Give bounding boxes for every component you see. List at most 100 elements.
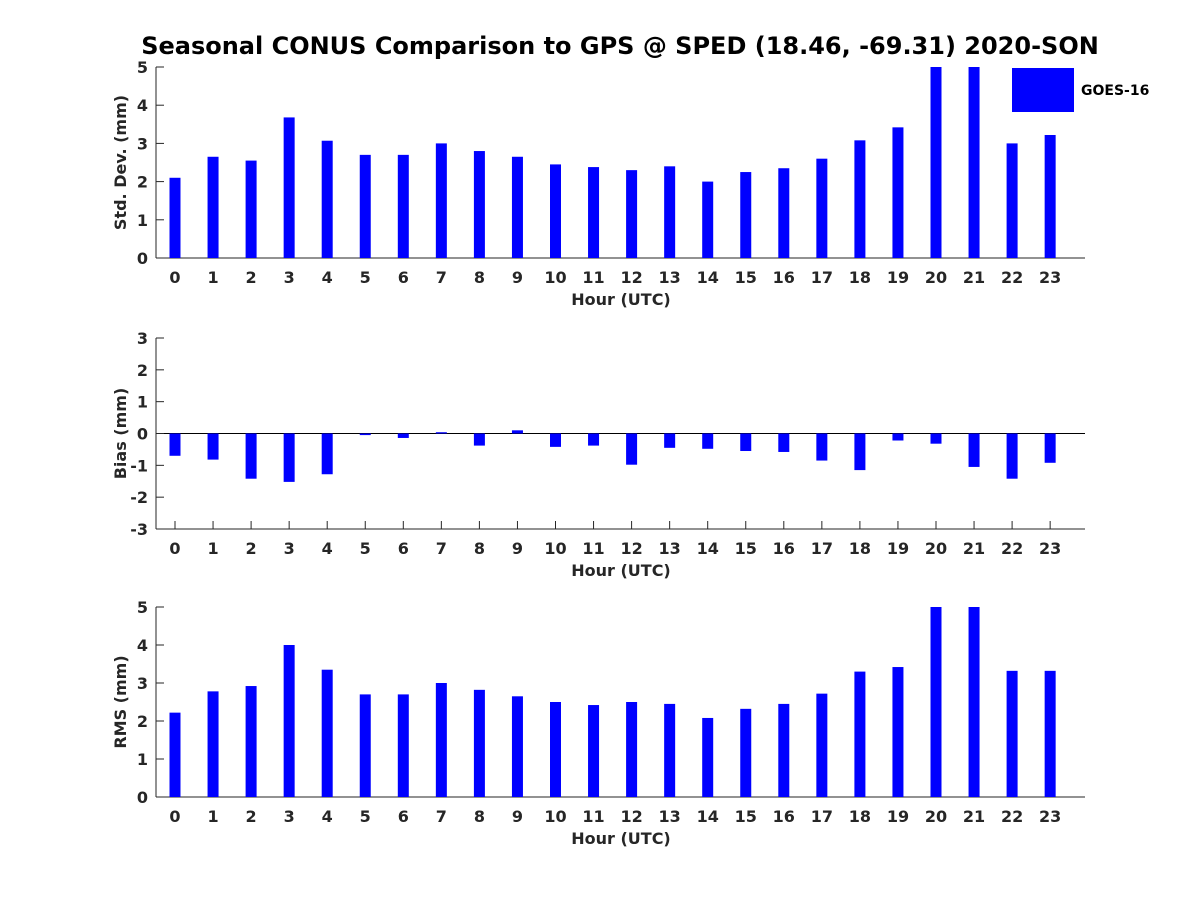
x-tick-label: 20 <box>925 539 947 558</box>
y-tick-label: 3 <box>137 329 148 348</box>
bar <box>397 433 409 438</box>
x-tick-label: 10 <box>544 539 566 558</box>
x-tick-label: 17 <box>811 268 833 287</box>
bar <box>435 683 447 797</box>
y-tick-label: -1 <box>130 456 148 475</box>
y-tick-label: 4 <box>137 636 148 655</box>
x-tick-label: 22 <box>1001 268 1023 287</box>
x-axis-label: Hour (UTC) <box>571 561 671 580</box>
bar <box>854 671 866 797</box>
x-tick-label: 17 <box>811 539 833 558</box>
x-tick-label: 19 <box>887 539 909 558</box>
bar <box>473 151 485 258</box>
x-tick-label: 12 <box>620 807 642 826</box>
bar <box>245 160 257 258</box>
bar <box>511 156 523 258</box>
x-tick-label: 23 <box>1039 268 1061 287</box>
y-tick-label: 0 <box>137 788 148 807</box>
bar <box>169 177 181 258</box>
x-tick-label: 23 <box>1039 539 1061 558</box>
y-tick-label: -2 <box>130 488 148 507</box>
x-tick-label: 5 <box>360 539 371 558</box>
bar <box>968 67 980 258</box>
bar <box>816 693 828 797</box>
x-tick-label: 4 <box>322 268 333 287</box>
bar <box>930 433 942 444</box>
bar <box>1044 433 1056 463</box>
x-tick-label: 7 <box>436 807 447 826</box>
bar <box>740 433 752 452</box>
x-tick-label: 14 <box>697 807 719 826</box>
bar <box>968 433 980 467</box>
x-tick-label: 18 <box>849 539 871 558</box>
bar <box>1044 670 1056 797</box>
x-tick-label: 21 <box>963 807 985 826</box>
y-tick-label: 0 <box>137 425 148 444</box>
bar <box>245 433 257 479</box>
bar <box>283 433 295 482</box>
x-tick-label: 11 <box>582 539 604 558</box>
bar <box>892 127 904 258</box>
bar <box>702 433 714 449</box>
x-tick-label: 20 <box>925 807 947 826</box>
x-tick-label: 18 <box>849 807 871 826</box>
x-tick-label: 12 <box>620 268 642 287</box>
bar <box>778 433 790 452</box>
bar <box>435 432 447 434</box>
x-tick-label: 6 <box>398 539 409 558</box>
x-tick-label: 2 <box>246 807 257 826</box>
x-tick-label: 22 <box>1001 539 1023 558</box>
x-tick-label: 0 <box>169 268 180 287</box>
bar <box>207 691 219 797</box>
bar <box>968 607 980 797</box>
x-tick-label: 18 <box>849 268 871 287</box>
x-tick-label: 3 <box>284 268 295 287</box>
bar <box>283 645 295 797</box>
x-tick-label: 4 <box>322 539 333 558</box>
bar <box>359 154 371 258</box>
y-axis-label: Std. Dev. (mm) <box>111 95 130 230</box>
y-axis-label: RMS (mm) <box>111 655 130 748</box>
bar <box>283 117 295 258</box>
bar <box>359 433 371 436</box>
y-tick-label: 3 <box>137 134 148 153</box>
x-tick-label: 1 <box>207 268 218 287</box>
x-tick-label: 0 <box>169 807 180 826</box>
bar <box>702 181 714 258</box>
y-tick-label: 5 <box>137 58 148 77</box>
bar <box>550 702 561 797</box>
bar <box>626 433 638 465</box>
bar <box>588 705 600 797</box>
x-tick-label: 9 <box>512 268 523 287</box>
x-tick-label: 21 <box>963 268 985 287</box>
x-tick-label: 22 <box>1001 807 1023 826</box>
bar <box>435 143 447 258</box>
x-tick-label: 8 <box>474 807 485 826</box>
bar <box>511 430 523 434</box>
x-tick-label: 19 <box>887 807 909 826</box>
bar <box>473 689 485 797</box>
x-tick-label: 3 <box>284 807 295 826</box>
bar <box>740 708 752 797</box>
x-tick-label: 4 <box>322 807 333 826</box>
x-axis-label: Hour (UTC) <box>571 290 671 309</box>
bar <box>1006 433 1018 479</box>
bar <box>1006 670 1018 797</box>
bar <box>778 703 790 797</box>
bar <box>321 669 333 797</box>
y-tick-label: 4 <box>137 96 148 115</box>
bar <box>1044 134 1056 258</box>
x-tick-label: 23 <box>1039 807 1061 826</box>
x-tick-label: 7 <box>436 539 447 558</box>
x-tick-label: 0 <box>169 539 180 558</box>
y-tick-label: 5 <box>137 598 148 617</box>
bar <box>702 717 714 797</box>
legend-swatch <box>1012 68 1074 112</box>
x-tick-label: 16 <box>773 807 795 826</box>
x-tick-label: 13 <box>659 807 681 826</box>
x-tick-label: 13 <box>659 539 681 558</box>
bar <box>473 433 485 446</box>
x-tick-label: 6 <box>398 268 409 287</box>
